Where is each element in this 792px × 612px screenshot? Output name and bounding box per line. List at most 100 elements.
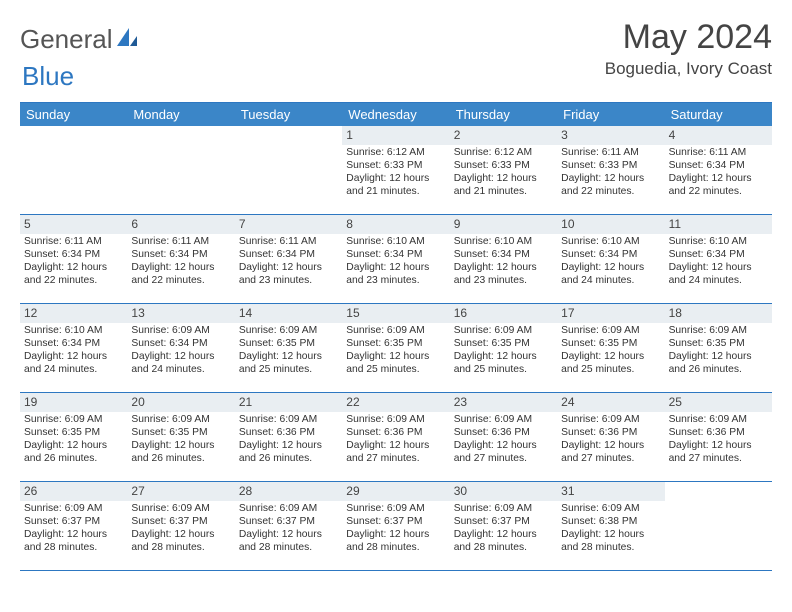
date-number: 24 [557, 393, 664, 412]
sunrise-line: Sunrise: 6:09 AM [239, 325, 338, 338]
date-number: 29 [342, 482, 449, 501]
calendar-cell: 5Sunrise: 6:11 AMSunset: 6:34 PMDaylight… [20, 215, 127, 303]
calendar-cell: 28Sunrise: 6:09 AMSunset: 6:37 PMDayligh… [235, 482, 342, 570]
calendar-cell: 6Sunrise: 6:11 AMSunset: 6:34 PMDaylight… [127, 215, 234, 303]
date-number: 28 [235, 482, 342, 501]
daylight-line: Daylight: 12 hours and 27 minutes. [669, 440, 768, 466]
date-number: 11 [665, 215, 772, 234]
daylight-line: Daylight: 12 hours and 28 minutes. [24, 529, 123, 555]
calendar-cell: 27Sunrise: 6:09 AMSunset: 6:37 PMDayligh… [127, 482, 234, 570]
calendar-week: 26Sunrise: 6:09 AMSunset: 6:37 PMDayligh… [20, 482, 772, 571]
calendar-cell: 1Sunrise: 6:12 AMSunset: 6:33 PMDaylight… [342, 126, 449, 214]
date-number: 27 [127, 482, 234, 501]
calendar-cell: . [127, 126, 234, 214]
date-number: 31 [557, 482, 664, 501]
date-number: 22 [342, 393, 449, 412]
calendar-cell: 12Sunrise: 6:10 AMSunset: 6:34 PMDayligh… [20, 304, 127, 392]
calendar-cell: 31Sunrise: 6:09 AMSunset: 6:38 PMDayligh… [557, 482, 664, 570]
sunrise-line: Sunrise: 6:09 AM [239, 503, 338, 516]
calendar-cell: 2Sunrise: 6:12 AMSunset: 6:33 PMDaylight… [450, 126, 557, 214]
date-number: 10 [557, 215, 664, 234]
calendar-cell: 15 Sunrise: 6:09 AMSunset: 6:35 PMDayligh… [342, 304, 449, 392]
daylight-line: Daylight: 12 hours and 24 minutes. [24, 351, 123, 377]
sunset-line: Sunset: 6:33 PM [346, 160, 445, 173]
daylight-line: Daylight: 12 hours and 22 minutes. [669, 173, 768, 199]
sunrise-line: Sunrise: 6:09 AM [561, 325, 660, 338]
sunrise-line: Sunrise: 6:09 AM [346, 325, 445, 338]
sunset-line: Sunset: 6:38 PM [561, 516, 660, 529]
date-number: 21 [235, 393, 342, 412]
date-number: 1 [342, 126, 449, 145]
calendar-cell: 10Sunrise: 6:10 AMSunset: 6:34 PMDayligh… [557, 215, 664, 303]
sunrise-line: Sunrise: 6:09 AM [239, 414, 338, 427]
date-number: 15 [342, 304, 449, 323]
sunrise-line: Sunrise: 6:09 AM [131, 325, 230, 338]
daylight-line: Daylight: 12 hours and 25 minutes. [454, 351, 553, 377]
calendar-cell: 24Sunrise: 6:09 AMSunset: 6:36 PMDayligh… [557, 393, 664, 481]
sunrise-line: Sunrise: 6:12 AM [346, 147, 445, 160]
date-number: 7 [235, 215, 342, 234]
sunrise-line: Sunrise: 6:11 AM [131, 236, 230, 249]
daylight-line: Daylight: 12 hours and 26 minutes. [24, 440, 123, 466]
date-number: 8 [342, 215, 449, 234]
sunrise-line: Sunrise: 6:09 AM [346, 503, 445, 516]
calendar-cell: . [665, 482, 772, 570]
sunrise-line: Sunrise: 6:09 AM [454, 325, 553, 338]
sunset-line: Sunset: 6:35 PM [454, 338, 553, 351]
sunrise-line: Sunrise: 6:09 AM [131, 503, 230, 516]
sunrise-line: Sunrise: 6:09 AM [669, 325, 768, 338]
calendar-cell: 16Sunrise: 6:09 AMSunset: 6:35 PMDayligh… [450, 304, 557, 392]
daylight-line: Daylight: 12 hours and 24 minutes. [561, 262, 660, 288]
calendar-cell: . [20, 126, 127, 214]
sunrise-line: Sunrise: 6:09 AM [669, 414, 768, 427]
date-number: 25 [665, 393, 772, 412]
sunset-line: Sunset: 6:37 PM [454, 516, 553, 529]
date-number: 13 [127, 304, 234, 323]
sunset-line: Sunset: 6:34 PM [239, 249, 338, 262]
day-header: Tuesday [235, 103, 342, 126]
title-block: May 2024 Boguedia, Ivory Coast [605, 18, 772, 79]
sunrise-line: Sunrise: 6:11 AM [24, 236, 123, 249]
calendar-cell: 29Sunrise: 6:09 AMSunset: 6:37 PMDayligh… [342, 482, 449, 570]
calendar-week: 12Sunrise: 6:10 AMSunset: 6:34 PMDayligh… [20, 304, 772, 393]
sunrise-line: Sunrise: 6:10 AM [669, 236, 768, 249]
sunrise-line: Sunrise: 6:09 AM [454, 503, 553, 516]
sunset-line: Sunset: 6:36 PM [669, 427, 768, 440]
daylight-line: Daylight: 12 hours and 21 minutes. [454, 173, 553, 199]
date-number: 18 [665, 304, 772, 323]
sunrise-line: Sunrise: 6:09 AM [24, 414, 123, 427]
date-number: 26 [20, 482, 127, 501]
day-header: Monday [127, 103, 234, 126]
sunset-line: Sunset: 6:36 PM [239, 427, 338, 440]
daylight-line: Daylight: 12 hours and 28 minutes. [561, 529, 660, 555]
sunset-line: Sunset: 6:34 PM [24, 338, 123, 351]
sunset-line: Sunset: 6:34 PM [669, 160, 768, 173]
calendar-cell: 11Sunrise: 6:10 AMSunset: 6:34 PMDayligh… [665, 215, 772, 303]
logo: General [20, 18, 141, 55]
daylight-line: Daylight: 12 hours and 28 minutes. [239, 529, 338, 555]
calendar-cell: 18Sunrise: 6:09 AMSunset: 6:35 PMDayligh… [665, 304, 772, 392]
calendar-week: 19Sunrise: 6:09 AMSunset: 6:35 PMDayligh… [20, 393, 772, 482]
day-header: Sunday [20, 103, 127, 126]
date-number: 30 [450, 482, 557, 501]
daylight-line: Daylight: 12 hours and 25 minutes. [346, 351, 445, 377]
daylight-line: Daylight: 12 hours and 27 minutes. [346, 440, 445, 466]
sunrise-line: Sunrise: 6:09 AM [561, 414, 660, 427]
date-number: 6 [127, 215, 234, 234]
daylight-line: Daylight: 12 hours and 23 minutes. [346, 262, 445, 288]
daylight-line: Daylight: 12 hours and 23 minutes. [239, 262, 338, 288]
sunrise-line: Sunrise: 6:10 AM [561, 236, 660, 249]
date-number: 20 [127, 393, 234, 412]
daylight-line: Daylight: 12 hours and 28 minutes. [454, 529, 553, 555]
sunset-line: Sunset: 6:35 PM [131, 427, 230, 440]
sunset-line: Sunset: 6:36 PM [561, 427, 660, 440]
logo-word2: Blue [22, 61, 74, 91]
page-subtitle: Boguedia, Ivory Coast [605, 59, 772, 79]
sunset-line: Sunset: 6:34 PM [24, 249, 123, 262]
sunset-line: Sunset: 6:35 PM [346, 338, 445, 351]
calendar-cell: 26Sunrise: 6:09 AMSunset: 6:37 PMDayligh… [20, 482, 127, 570]
sunset-line: Sunset: 6:34 PM [131, 249, 230, 262]
date-number: 17 [557, 304, 664, 323]
sunrise-line: Sunrise: 6:11 AM [561, 147, 660, 160]
day-header: Thursday [450, 103, 557, 126]
